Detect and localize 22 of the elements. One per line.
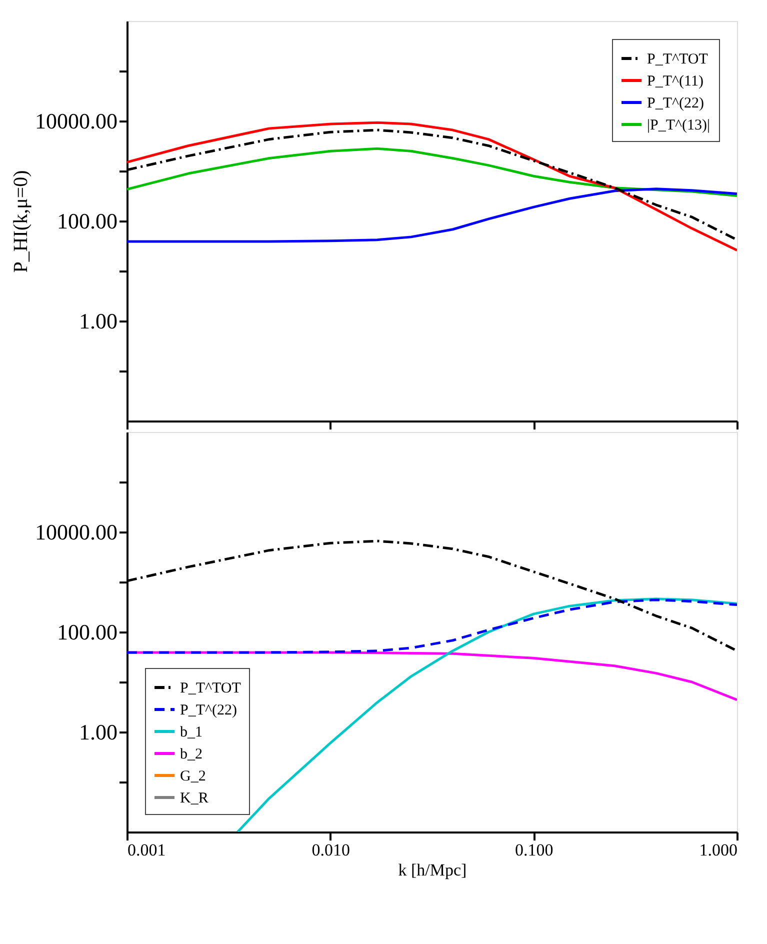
x-tick-label: 0.001 — [128, 840, 166, 860]
legend-label: |P_T^(13)| — [647, 118, 710, 134]
x-tick-label: 1.000 — [699, 840, 738, 860]
legend-label: P_T^(11) — [647, 74, 704, 90]
y-tick-label: 100.00 — [57, 620, 118, 644]
legend-label: b_1 — [180, 724, 202, 740]
legend-label: P_T^TOT — [647, 52, 708, 68]
legend-label: G_2 — [180, 768, 206, 784]
y-tick-label: 1.00 — [79, 308, 118, 334]
legend-label: P_T^(22) — [180, 702, 238, 718]
legend-label: P_T^TOT — [180, 680, 241, 696]
y-tick-label: 100.00 — [57, 208, 118, 234]
legend-label: K_R — [180, 790, 208, 806]
y-axis-title: P_HI(k,μ=0) — [10, 170, 32, 273]
y-tick-label: 10000.00 — [35, 520, 118, 544]
x-tick-label: 0.010 — [312, 840, 350, 860]
y-tick-label: 10000.00 — [35, 108, 118, 134]
legend-label: P_T^(22) — [647, 96, 704, 112]
y-tick-label: 1.00 — [79, 720, 118, 744]
legend-label: b_2 — [180, 746, 202, 762]
x-tick-label: 0.100 — [515, 840, 554, 860]
x-axis-title: k [h/Mpc] — [398, 860, 467, 880]
